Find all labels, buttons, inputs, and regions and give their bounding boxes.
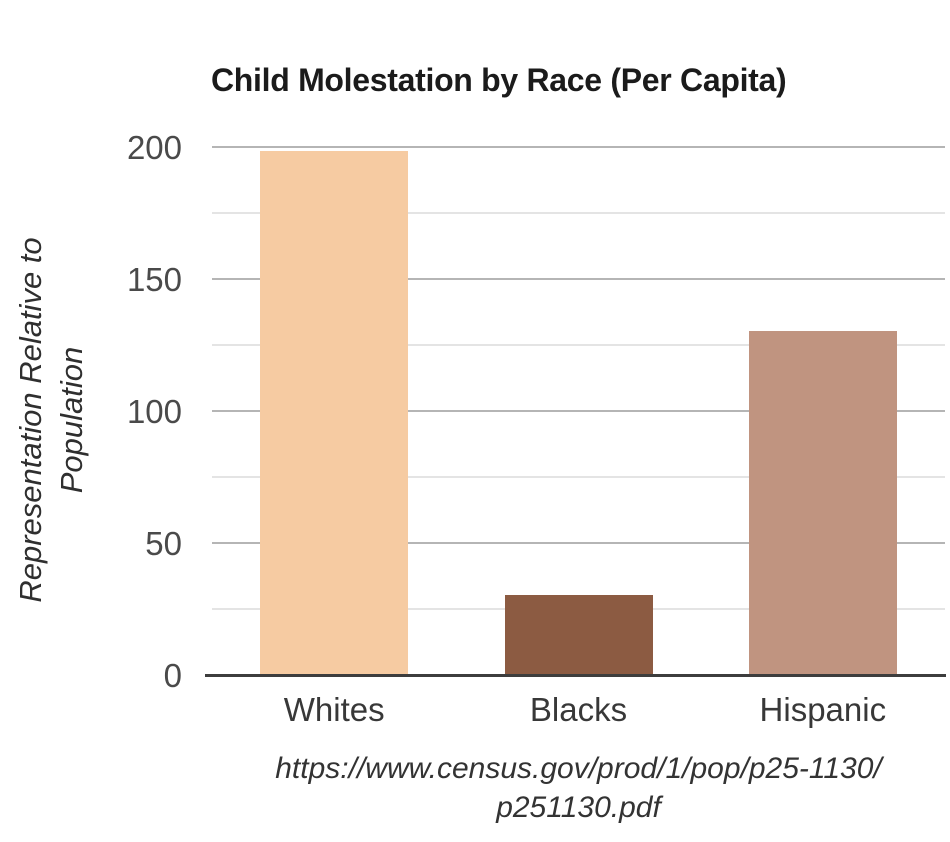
major-gridline-150 bbox=[212, 278, 945, 280]
major-gridline-100 bbox=[212, 410, 945, 412]
bar-whites bbox=[260, 151, 409, 674]
y-tick-label-200: 200 bbox=[126, 129, 182, 166]
major-gridline-200 bbox=[212, 146, 945, 148]
y-tick-label-0: 0 bbox=[163, 657, 182, 694]
source-citation: https://www.census.gov/prod/1/pop/p25-11… bbox=[212, 749, 945, 827]
source-citation-line-1: https://www.census.gov/prod/1/pop/p25-11… bbox=[275, 752, 882, 785]
y-tick-label-50: 50 bbox=[145, 525, 182, 562]
x-category-label-hispanic: Hispanic bbox=[759, 691, 887, 728]
chart-title: Child Molestation by Race (Per Capita) bbox=[211, 62, 787, 98]
y-tick-label-150: 150 bbox=[126, 261, 182, 298]
bar-blacks bbox=[504, 594, 653, 674]
bar-hispanic bbox=[748, 330, 897, 674]
source-citation-line-2: p251130.pdf bbox=[496, 791, 661, 824]
x-category-label-blacks: Blacks bbox=[529, 691, 628, 728]
y-tick-label-100: 100 bbox=[126, 393, 182, 430]
minor-gridline-75 bbox=[212, 476, 945, 478]
minor-gridline-175 bbox=[212, 212, 945, 214]
x-axis-line bbox=[205, 674, 946, 677]
minor-gridline-125 bbox=[212, 344, 945, 346]
x-category-label-whites: Whites bbox=[283, 691, 385, 728]
major-gridline-50 bbox=[212, 542, 945, 544]
